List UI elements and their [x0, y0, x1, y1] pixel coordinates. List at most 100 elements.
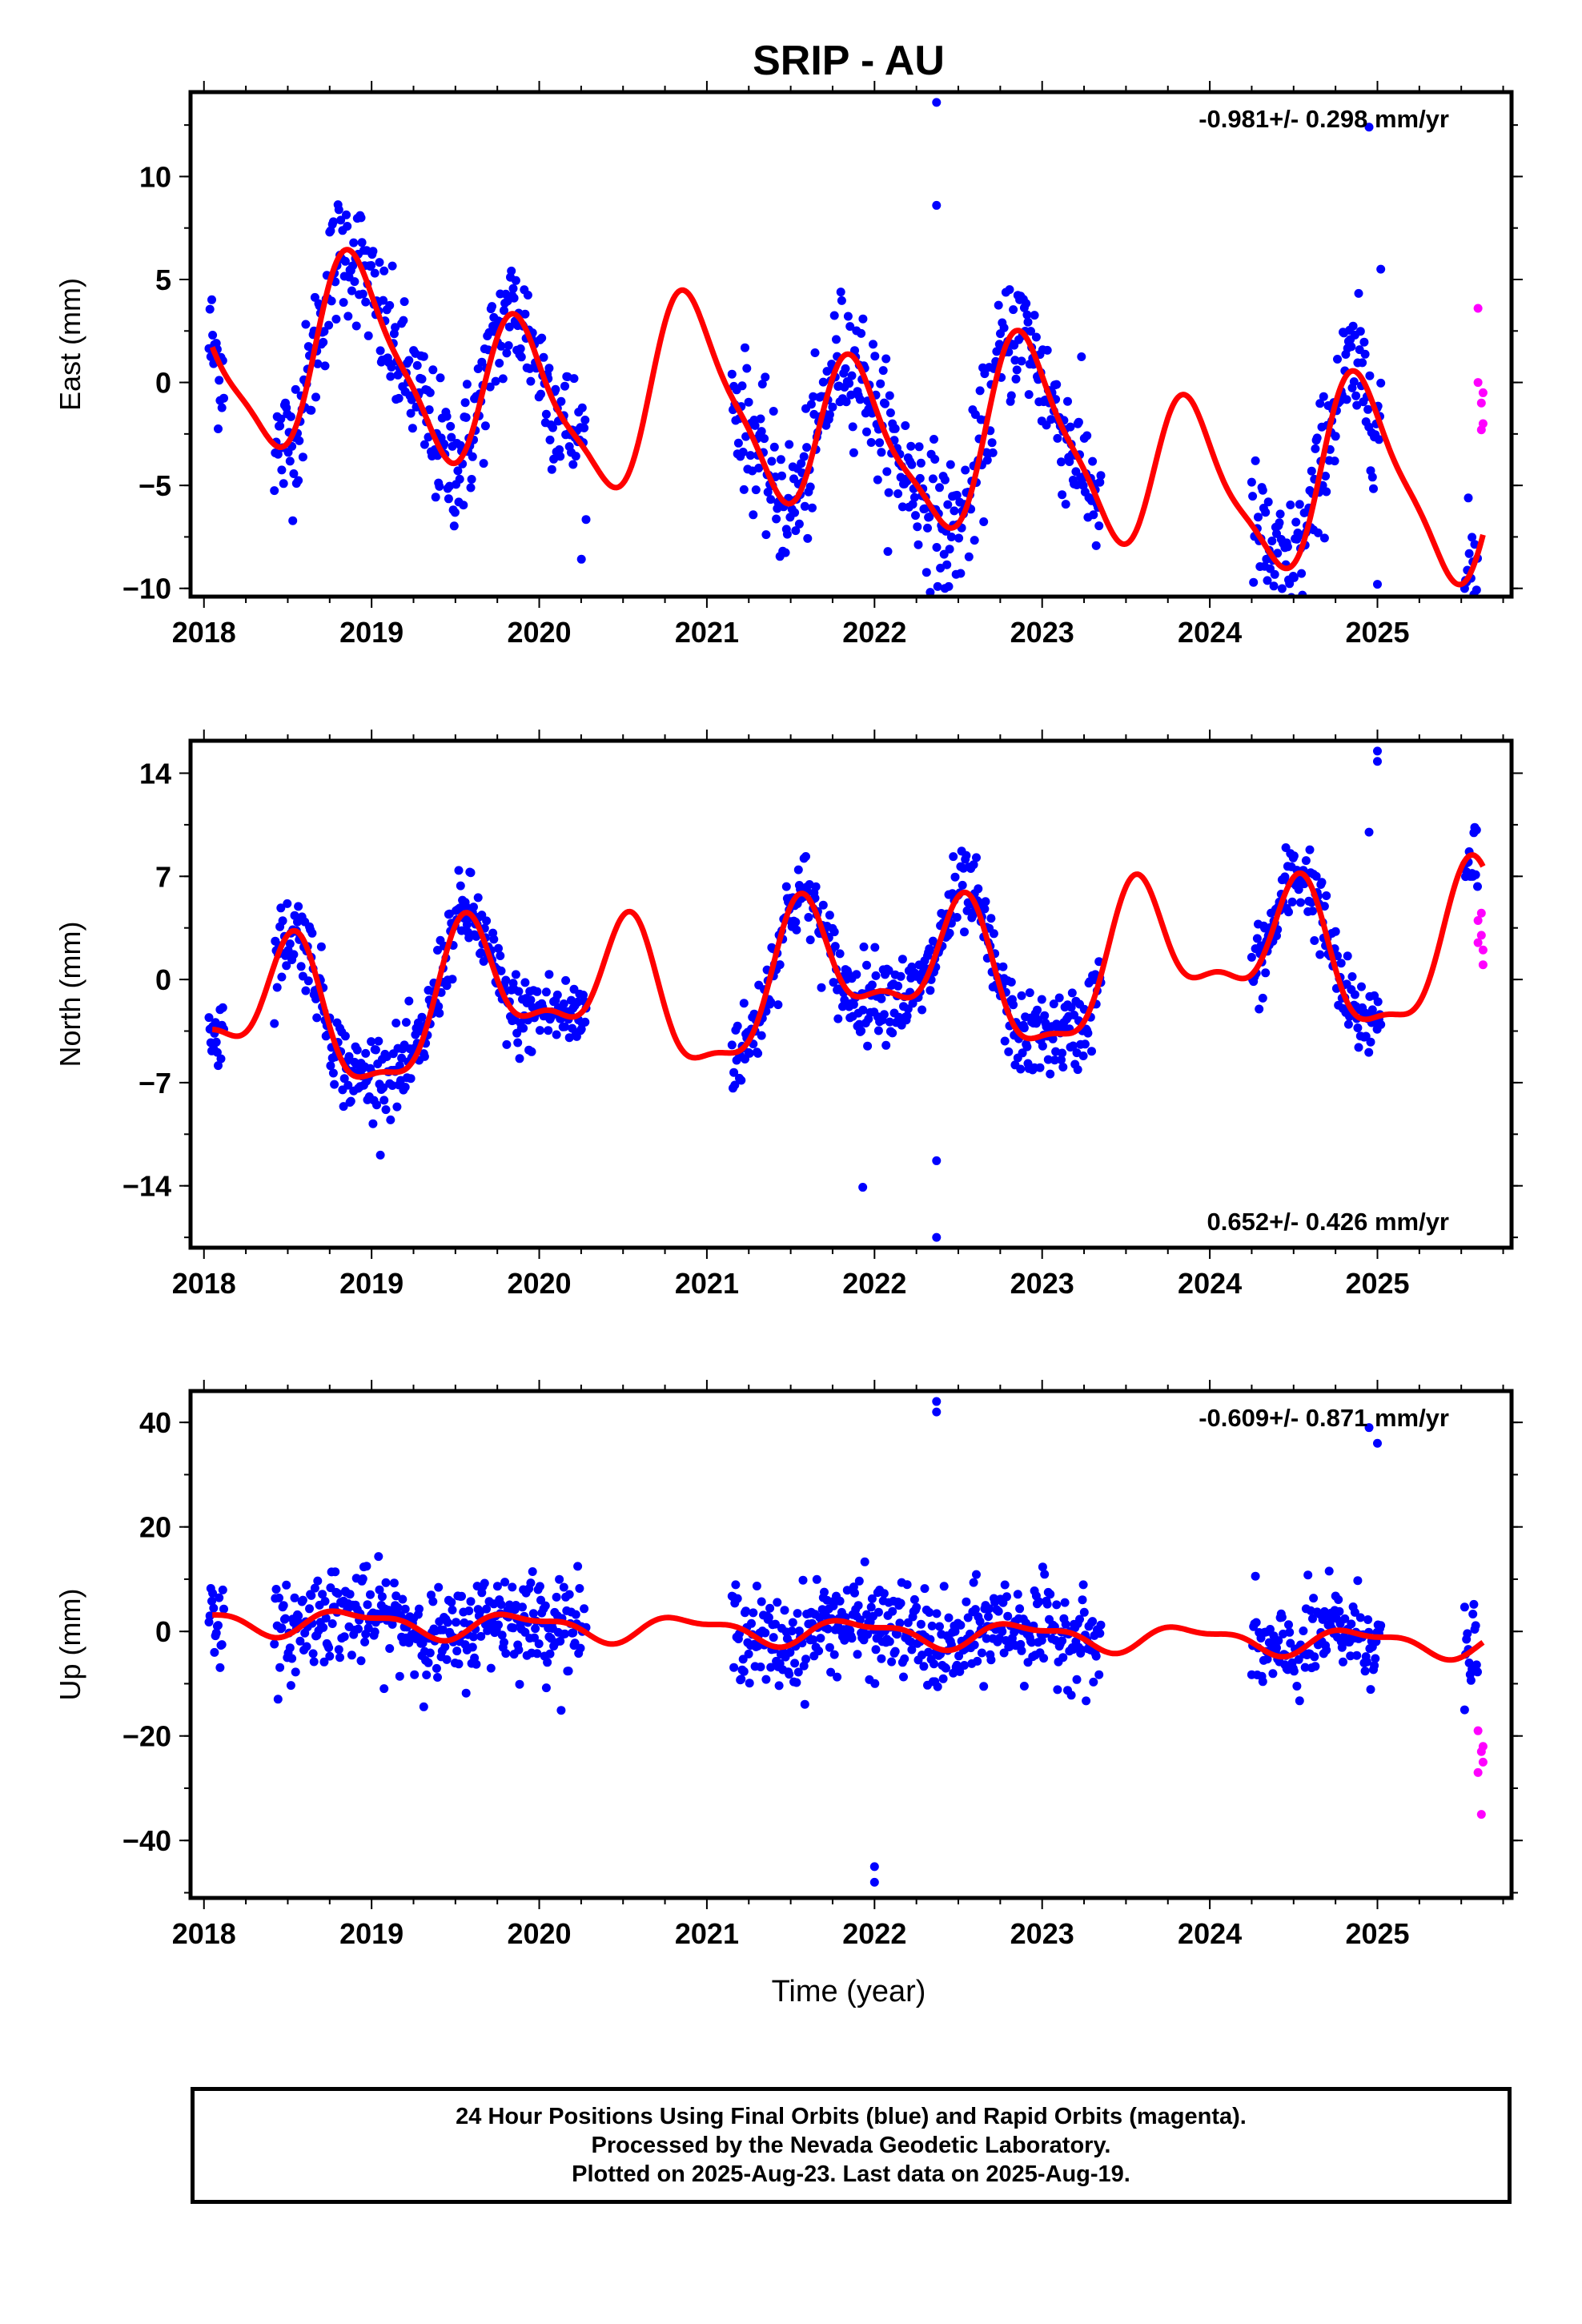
- final-point: [817, 983, 826, 992]
- final-point: [791, 526, 801, 536]
- final-point: [515, 1054, 524, 1063]
- final-point: [933, 581, 942, 591]
- final-point: [1277, 1613, 1287, 1622]
- final-point: [347, 286, 356, 296]
- final-point: [936, 563, 946, 573]
- final-point: [773, 1598, 782, 1607]
- final-point: [829, 1601, 838, 1610]
- final-point: [857, 1026, 866, 1035]
- final-point: [1312, 433, 1322, 443]
- final-point: [899, 1672, 908, 1682]
- final-point: [925, 513, 934, 521]
- final-point: [447, 432, 456, 442]
- final-point: [568, 1628, 578, 1638]
- final-point: [516, 344, 525, 353]
- final-point: [1301, 856, 1311, 866]
- final-point: [841, 364, 850, 373]
- final-point: [1362, 1657, 1371, 1667]
- y-tick-label: 40: [139, 1406, 171, 1439]
- final-point: [987, 438, 997, 448]
- final-point: [564, 1590, 574, 1599]
- final-point: [730, 1080, 740, 1090]
- final-point: [742, 364, 752, 373]
- final-point: [930, 435, 938, 444]
- final-point: [573, 997, 583, 1007]
- final-point: [1352, 400, 1362, 410]
- final-point: [902, 1011, 912, 1021]
- final-point: [417, 374, 427, 384]
- final-point: [1040, 1570, 1050, 1579]
- final-point: [320, 1597, 330, 1606]
- final-point: [1319, 392, 1328, 401]
- final-point: [545, 435, 555, 444]
- final-point: [508, 1582, 517, 1592]
- final-point: [334, 1645, 343, 1655]
- final-point: [289, 950, 299, 959]
- final-point: [473, 893, 483, 903]
- final-point: [285, 1643, 295, 1653]
- final-point: [552, 990, 562, 999]
- final-point: [286, 1681, 295, 1691]
- final-point: [780, 1606, 789, 1615]
- final-point: [799, 1661, 809, 1671]
- final-point: [466, 483, 476, 493]
- final-point: [1313, 528, 1323, 537]
- final-point: [301, 320, 311, 329]
- final-point: [455, 474, 464, 484]
- final-point: [386, 372, 396, 381]
- final-point: [511, 275, 520, 285]
- final-point: [885, 408, 895, 417]
- y-tick-label: 5: [155, 263, 171, 296]
- final-point: [294, 476, 303, 485]
- final-point: [962, 1597, 971, 1606]
- x-tick-label: 2025: [1345, 1917, 1409, 1950]
- final-point: [514, 1645, 524, 1655]
- final-point: [356, 1656, 366, 1666]
- final-point: [855, 395, 865, 404]
- final-point: [404, 356, 414, 365]
- final-point: [497, 1630, 507, 1640]
- final-point: [1258, 993, 1267, 1003]
- caption-line-2: Processed by the Nevada Geodetic Laborat…: [591, 2133, 1111, 2158]
- y-tick-label: 10: [139, 160, 171, 193]
- final-point: [866, 1602, 876, 1612]
- final-point: [1247, 477, 1256, 487]
- final-point: [1263, 576, 1272, 585]
- final-point: [1046, 415, 1056, 424]
- final-point: [568, 460, 578, 469]
- final-point: [401, 1018, 411, 1027]
- final-point: [1046, 1590, 1055, 1599]
- final-point: [913, 540, 923, 549]
- final-point: [1277, 584, 1287, 593]
- final-point: [277, 1623, 287, 1633]
- final-point: [500, 1638, 508, 1647]
- final-point: [518, 1602, 527, 1612]
- final-point: [1249, 577, 1259, 587]
- final-point: [935, 483, 944, 493]
- final-point: [933, 1682, 942, 1691]
- y-tick-label: 20: [139, 1511, 171, 1544]
- final-point: [275, 1663, 285, 1672]
- final-point: [972, 853, 981, 862]
- final-point: [273, 1695, 283, 1704]
- final-point: [1324, 1566, 1334, 1576]
- final-point: [1364, 1047, 1374, 1057]
- final-point: [1248, 492, 1258, 501]
- final-point: [1372, 757, 1382, 766]
- final-point: [1012, 365, 1022, 375]
- final-point: [1343, 951, 1352, 961]
- final-point: [354, 1624, 363, 1634]
- final-point: [461, 412, 471, 422]
- final-point: [400, 1083, 410, 1092]
- final-point: [1355, 327, 1365, 336]
- final-point: [1042, 345, 1052, 355]
- final-point: [444, 494, 453, 504]
- final-point: [1251, 1618, 1261, 1627]
- final-point: [849, 448, 858, 457]
- final-point: [313, 359, 323, 368]
- final-point: [1468, 533, 1477, 542]
- final-point: [974, 884, 983, 894]
- final-point: [214, 1621, 223, 1630]
- final-point: [859, 942, 869, 951]
- final-point: [395, 1671, 404, 1681]
